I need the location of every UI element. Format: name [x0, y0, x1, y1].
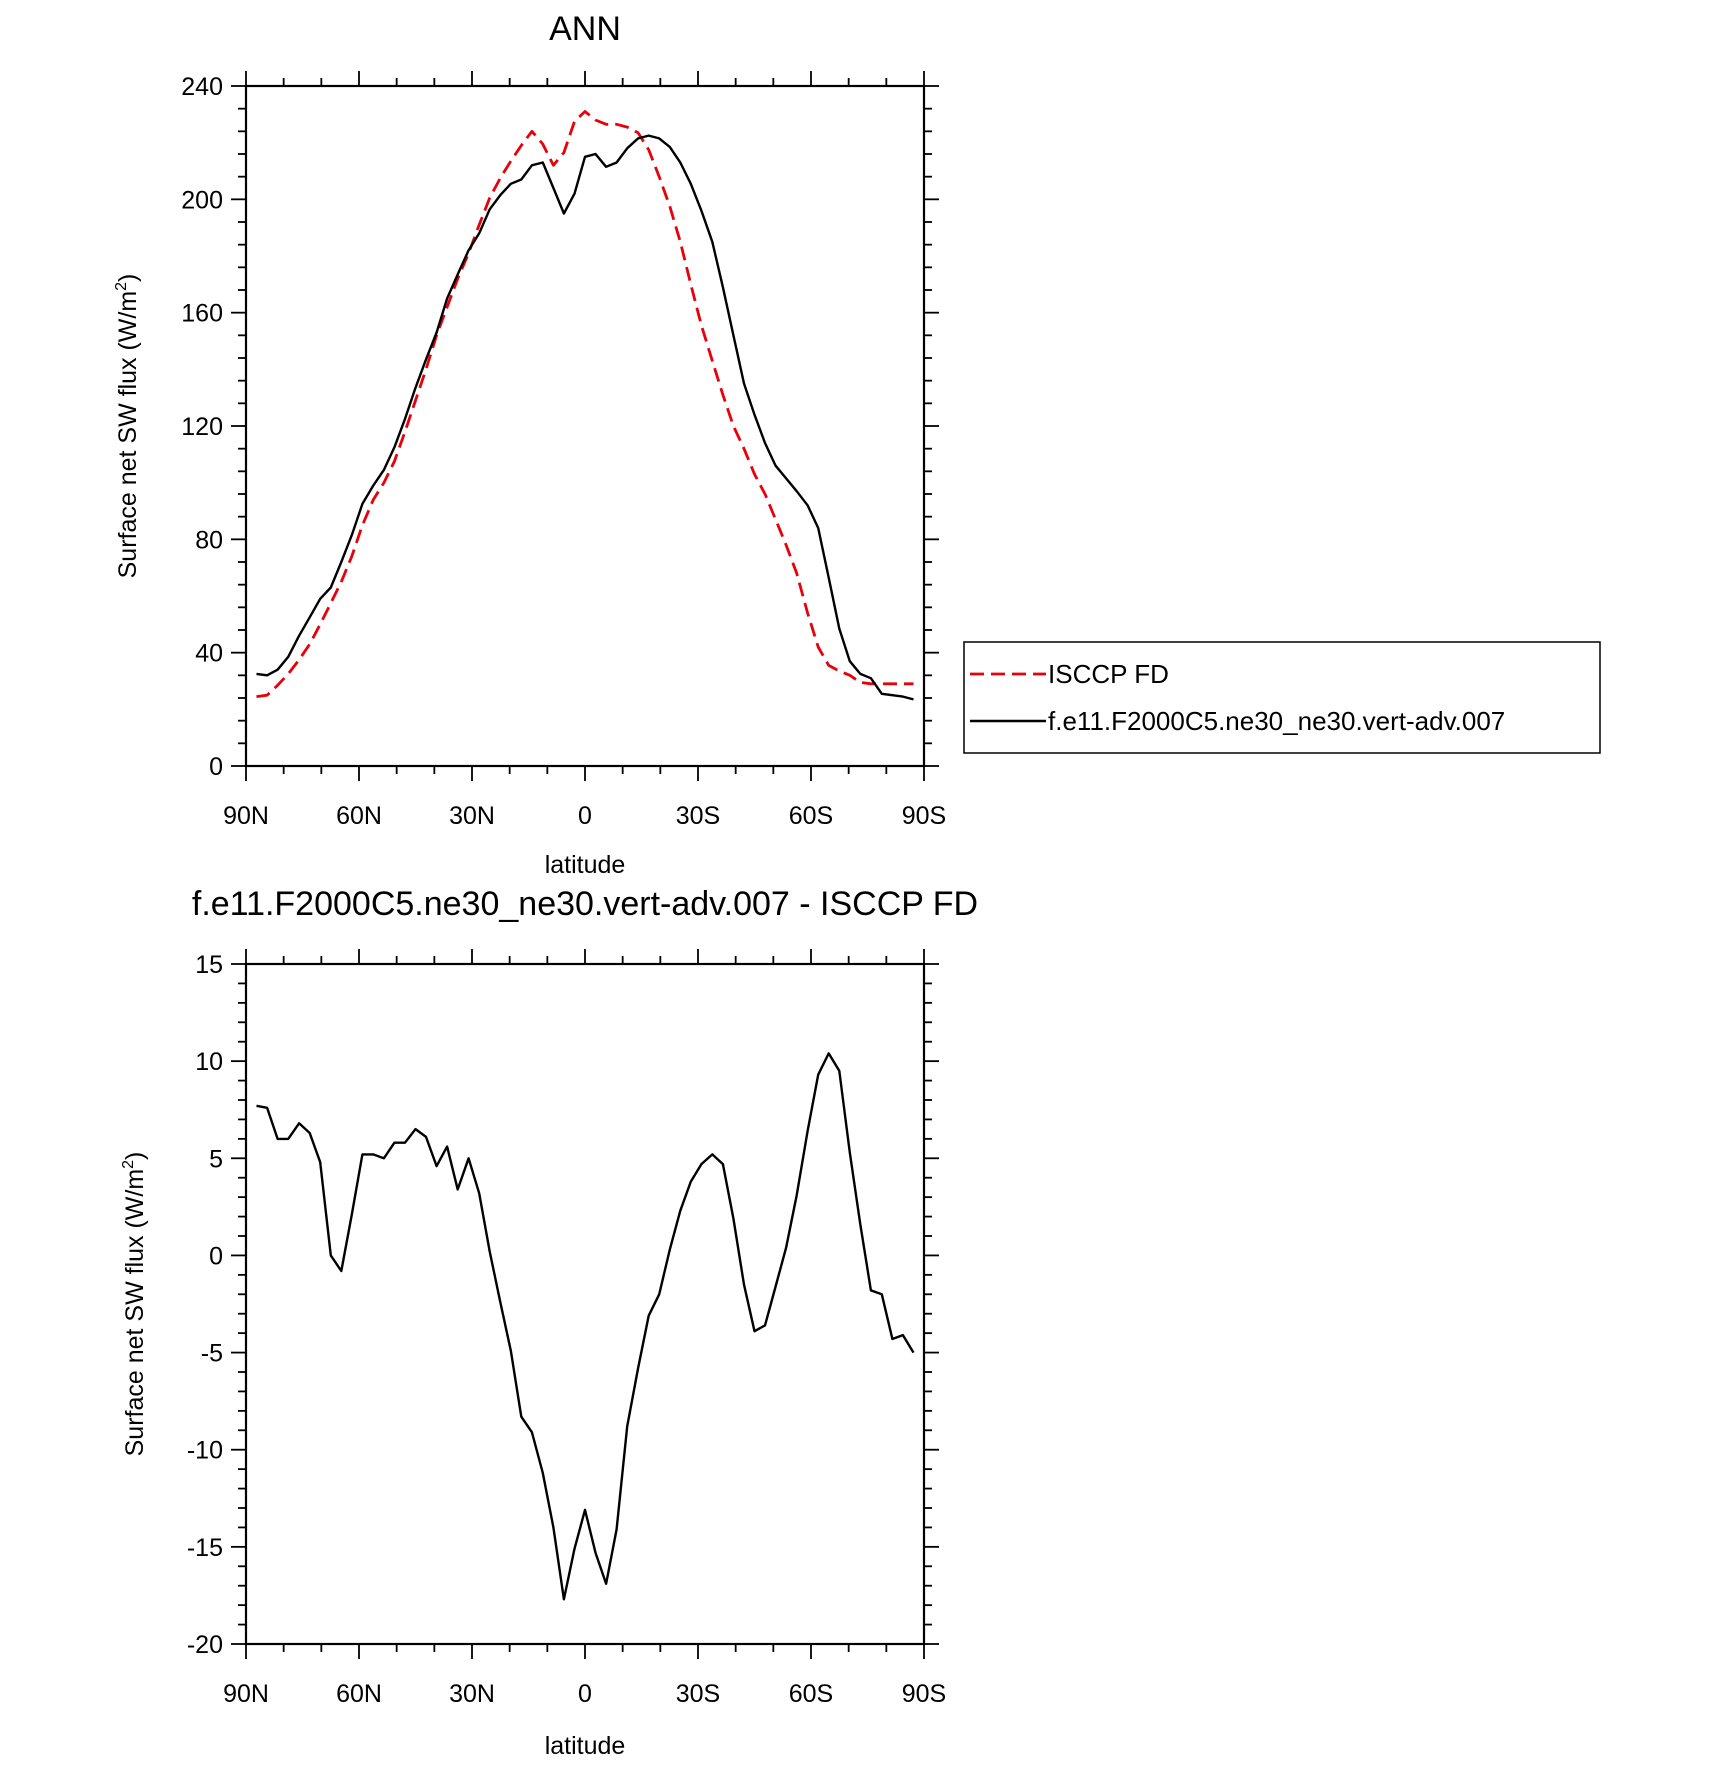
top-x-tick-labels: 90N 60N 30N 0 30S 60S 90S	[223, 802, 946, 830]
top-chart-title: ANN	[549, 10, 621, 48]
bottom-plot-frame	[244, 962, 926, 1646]
y-tick-label: 0	[209, 1242, 223, 1270]
y-tick-label: -15	[187, 1534, 223, 1562]
legend-box	[963, 641, 1601, 754]
y-tick-label: 200	[181, 186, 223, 214]
x-tick-label: 60S	[789, 802, 833, 830]
y-tick-label: 240	[181, 73, 223, 101]
x-tick-label: 90N	[223, 1680, 269, 1708]
legend-label-model: f.e11.F2000C5.ne30_ne30.vert-adv.007	[1048, 706, 1505, 736]
y-tick-label: 10	[195, 1048, 223, 1076]
series-line-model	[256, 134, 914, 701]
x-tick-label: 30N	[449, 1680, 495, 1708]
y-tick-label: 15	[195, 951, 223, 979]
series-line-model	[256, 1052, 915, 1601]
bottom-axis-ticks	[231, 949, 939, 1659]
top-plot-frame	[244, 84, 926, 768]
x-tick-label: 30N	[449, 802, 495, 830]
y-tick-label: -5	[201, 1340, 223, 1368]
x-tick-label: 30S	[676, 1680, 720, 1708]
top-y-axis-label-sup: 2	[113, 282, 130, 291]
top-y-tick-labels: 0 40 80 120 160 200 240	[181, 73, 223, 781]
top-series-lines	[256, 110, 914, 701]
bottom-x-axis-label: latitude	[545, 1732, 626, 1760]
legend: ISCCP FD f.e11.F2000C5.ne30_ne30.vert-ad…	[963, 641, 1601, 754]
top-y-axis-label-main: Surface net SW flux (W/m	[114, 291, 142, 579]
bottom-y-axis-label-sup: 2	[120, 1160, 137, 1169]
x-tick-label: 60S	[789, 1680, 833, 1708]
bottom-x-tick-labels: 90N 60N 30N 0 30S 60S 90S	[223, 1680, 946, 1708]
x-tick-label: 90S	[902, 802, 946, 830]
top-x-axis-label: latitude	[545, 851, 626, 879]
bottom-series-lines	[256, 1052, 915, 1601]
top-y-axis-label: Surface net SW flux (W/m2)	[113, 274, 142, 579]
y-tick-label: -20	[187, 1631, 223, 1659]
y-tick-label: 160	[181, 300, 223, 328]
y-tick-label: 5	[209, 1145, 223, 1173]
y-tick-label: -10	[187, 1437, 223, 1465]
bottom-y-axis-label: Surface net SW flux (W/m2)	[120, 1152, 149, 1457]
y-tick-label: 120	[181, 413, 223, 441]
legend-label-isccp: ISCCP FD	[1048, 659, 1169, 689]
y-tick-label: 0	[209, 753, 223, 781]
x-tick-label: 60N	[336, 802, 382, 830]
bottom-y-tick-labels: -20 -15 -10 -5 0 5 10 15	[187, 951, 223, 1659]
y-tick-label: 40	[195, 640, 223, 668]
bottom-chart-title: f.e11.F2000C5.ne30_ne30.vert-adv.007 - I…	[192, 885, 978, 923]
bottom-y-axis-label-tail: )	[121, 1152, 149, 1160]
y-tick-label: 80	[195, 526, 223, 554]
x-tick-label: 0	[578, 1680, 592, 1708]
x-tick-label: 90S	[902, 1680, 946, 1708]
x-tick-label: 60N	[336, 1680, 382, 1708]
top-y-axis-label-tail: )	[114, 274, 142, 282]
x-tick-label: 30S	[676, 802, 720, 830]
bottom-y-axis-label-main: Surface net SW flux (W/m	[121, 1169, 149, 1457]
bottom-panel: f.e11.F2000C5.ne30_ne30.vert-adv.007 - I…	[120, 885, 978, 1760]
x-tick-label: 90N	[223, 802, 269, 830]
x-tick-label: 0	[578, 802, 592, 830]
series-line-isccp	[256, 110, 914, 698]
top-axis-ticks	[231, 71, 939, 781]
